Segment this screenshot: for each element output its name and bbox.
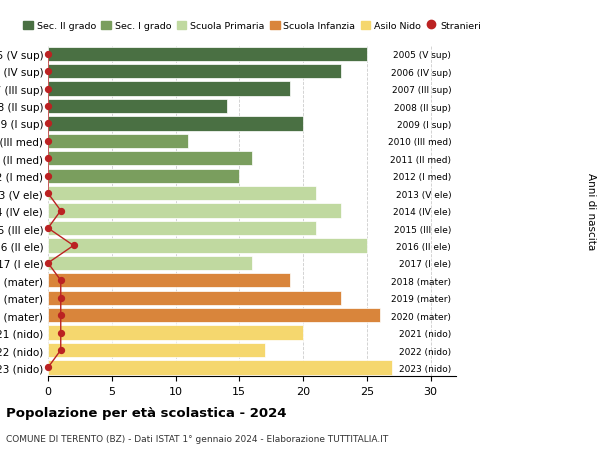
Bar	[48, 65, 341, 79]
Point	[56, 294, 65, 302]
Point	[43, 260, 53, 267]
Bar	[48, 169, 239, 184]
Bar	[48, 47, 367, 62]
Point	[43, 190, 53, 197]
Point	[56, 277, 65, 285]
Bar	[48, 274, 290, 288]
Point	[56, 347, 65, 354]
Bar	[48, 291, 341, 305]
Point	[43, 138, 53, 145]
Bar	[48, 134, 188, 149]
Point	[43, 68, 53, 76]
Bar	[48, 239, 367, 253]
Point	[43, 103, 53, 111]
Point	[69, 242, 78, 250]
Bar	[48, 221, 316, 235]
Text: Anni di nascita: Anni di nascita	[586, 173, 596, 250]
Point	[43, 364, 53, 371]
Point	[56, 207, 65, 215]
Point	[43, 51, 53, 58]
Text: Popolazione per età scolastica - 2024: Popolazione per età scolastica - 2024	[6, 406, 287, 419]
Bar	[48, 326, 303, 340]
Point	[43, 155, 53, 162]
Legend: Sec. II grado, Sec. I grado, Scuola Primaria, Scuola Infanzia, Asilo Nido, Stran: Sec. II grado, Sec. I grado, Scuola Prim…	[20, 18, 484, 34]
Bar	[48, 361, 392, 375]
Point	[56, 329, 65, 336]
Point	[43, 225, 53, 232]
Bar	[48, 256, 252, 270]
Bar	[48, 343, 265, 358]
Bar	[48, 204, 341, 218]
Bar	[48, 187, 316, 201]
Point	[43, 121, 53, 128]
Bar	[48, 152, 252, 166]
Bar	[48, 82, 290, 96]
Bar	[48, 117, 303, 131]
Text: COMUNE DI TERENTO (BZ) - Dati ISTAT 1° gennaio 2024 - Elaborazione TUTTITALIA.IT: COMUNE DI TERENTO (BZ) - Dati ISTAT 1° g…	[6, 434, 388, 443]
Point	[43, 86, 53, 93]
Point	[56, 312, 65, 319]
Point	[43, 173, 53, 180]
Bar	[48, 308, 380, 323]
Bar	[48, 100, 227, 114]
